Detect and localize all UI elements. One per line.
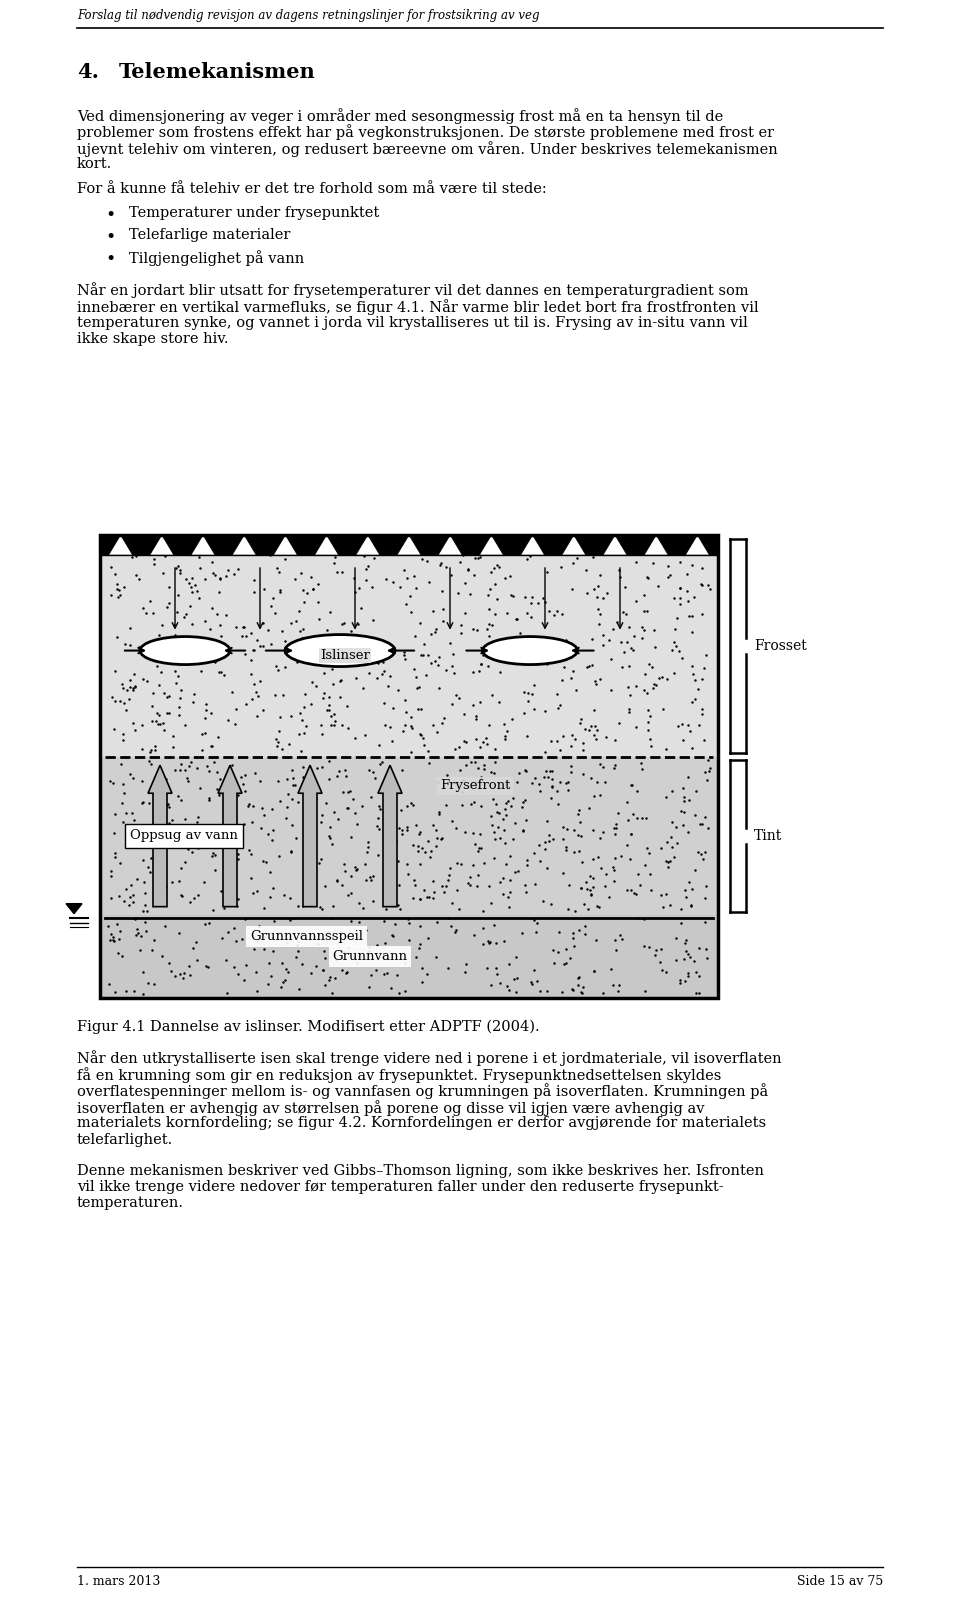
Text: Figur 4.1 Dannelse av islinser. Modifisert etter ADPTF (2004).: Figur 4.1 Dannelse av islinser. Modifise… bbox=[77, 1020, 540, 1034]
Text: Grunnvann: Grunnvann bbox=[332, 951, 407, 963]
Bar bbox=[100, 915, 718, 999]
Text: temperaturen synke, og vannet i jorda vil krystalliseres ut til is. Frysing av i: temperaturen synke, og vannet i jorda vi… bbox=[77, 316, 748, 330]
Polygon shape bbox=[438, 535, 462, 555]
Text: •: • bbox=[105, 250, 115, 268]
Polygon shape bbox=[603, 535, 627, 555]
Text: Når den utkrystalliserte isen skal trenge videre ned i porene i et jordmateriale: Når den utkrystalliserte isen skal treng… bbox=[77, 1050, 781, 1066]
Text: vil ikke trenge videre nedover før temperaturen faller under den reduserte fryse: vil ikke trenge videre nedover før tempe… bbox=[77, 1180, 724, 1194]
Polygon shape bbox=[148, 765, 172, 907]
Text: Frysefront: Frysefront bbox=[440, 779, 511, 792]
Text: isoverflaten er avhengig av størrelsen på porene og disse vil igjen være avhengi: isoverflaten er avhengig av størrelsen p… bbox=[77, 1100, 705, 1116]
Polygon shape bbox=[479, 535, 503, 555]
Text: Frosset: Frosset bbox=[754, 640, 806, 652]
Text: 1. mars 2013: 1. mars 2013 bbox=[77, 1576, 160, 1589]
Bar bbox=[100, 757, 718, 915]
Text: •: • bbox=[105, 207, 115, 223]
Polygon shape bbox=[356, 535, 380, 555]
Text: få en krumning som gir en reduksjon av frysepunktet. Frysepunktnedsettelsen skyl: få en krumning som gir en reduksjon av f… bbox=[77, 1068, 721, 1084]
Text: Når en jordart blir utsatt for frysetemperaturer vil det dannes en temperaturgra: Når en jordart blir utsatt for frysetemp… bbox=[77, 282, 749, 298]
Text: Telemekanismen: Telemekanismen bbox=[119, 63, 316, 82]
Polygon shape bbox=[191, 535, 215, 555]
Polygon shape bbox=[218, 765, 242, 907]
Text: ikke skape store hiv.: ikke skape store hiv. bbox=[77, 332, 228, 346]
Bar bbox=[100, 535, 718, 555]
Polygon shape bbox=[378, 765, 402, 907]
Text: Side 15 av 75: Side 15 av 75 bbox=[797, 1576, 883, 1589]
Text: telefarlighet.: telefarlighet. bbox=[77, 1133, 173, 1148]
Polygon shape bbox=[108, 535, 132, 555]
Text: ujevnt telehiv om vinteren, og redusert bæreevne om våren. Under beskrives telem: ujevnt telehiv om vinteren, og redusert … bbox=[77, 141, 778, 157]
Text: Temperaturer under frysepunktet: Temperaturer under frysepunktet bbox=[129, 207, 379, 221]
Text: problemer som frostens effekt har på vegkonstruksjonen. De største problemene me: problemer som frostens effekt har på veg… bbox=[77, 125, 774, 141]
Polygon shape bbox=[685, 535, 709, 555]
Ellipse shape bbox=[285, 635, 395, 667]
Text: Grunnvannsspeil: Grunnvannsspeil bbox=[250, 930, 363, 943]
Text: Tilgjengelighet på vann: Tilgjengelighet på vann bbox=[129, 250, 304, 266]
Text: materialets kornfordeling; se figur 4.2. Kornfordelingen er derfor avgjørende fo: materialets kornfordeling; se figur 4.2.… bbox=[77, 1117, 766, 1130]
Polygon shape bbox=[232, 535, 256, 555]
Text: temperaturen.: temperaturen. bbox=[77, 1196, 184, 1210]
Bar bbox=[100, 535, 718, 999]
Polygon shape bbox=[397, 535, 421, 555]
Text: Oppsug av vann: Oppsug av vann bbox=[130, 829, 238, 843]
Text: kort.: kort. bbox=[77, 157, 112, 172]
Ellipse shape bbox=[483, 636, 578, 665]
Polygon shape bbox=[66, 904, 82, 914]
Polygon shape bbox=[562, 535, 586, 555]
Text: 4.: 4. bbox=[77, 63, 99, 82]
Text: For å kunne få telehiv er det tre forhold som må være til stede:: For å kunne få telehiv er det tre forhol… bbox=[77, 183, 547, 196]
Text: Ved dimensjonering av veger i områder med sesongmessig frost må en ta hensyn til: Ved dimensjonering av veger i områder me… bbox=[77, 107, 723, 123]
Polygon shape bbox=[298, 765, 322, 907]
Ellipse shape bbox=[140, 636, 230, 665]
Text: Tint: Tint bbox=[754, 829, 782, 843]
Polygon shape bbox=[520, 535, 544, 555]
Text: overflatespenninger mellom is- og vannfasen og krumningen på isoverflaten. Krumn: overflatespenninger mellom is- og vannfa… bbox=[77, 1084, 768, 1100]
Text: Forslag til nødvendig revisjon av dagens retningslinjer for frostsikring av veg: Forslag til nødvendig revisjon av dagens… bbox=[77, 10, 540, 22]
Text: •: • bbox=[105, 229, 115, 245]
Text: innebærer en vertikal varmefluks, se figur 4.1. Når varme blir ledet bort fra fr: innebærer en vertikal varmefluks, se fig… bbox=[77, 300, 758, 314]
Polygon shape bbox=[644, 535, 668, 555]
Polygon shape bbox=[315, 535, 339, 555]
Text: Islinser: Islinser bbox=[320, 649, 370, 662]
Text: Telefarlige materialer: Telefarlige materialer bbox=[129, 229, 290, 242]
Text: Denne mekanismen beskriver ved Gibbs–Thomson ligning, som ikke beskrives her. Is: Denne mekanismen beskriver ved Gibbs–Tho… bbox=[77, 1164, 764, 1178]
Polygon shape bbox=[150, 535, 174, 555]
Polygon shape bbox=[274, 535, 298, 555]
Bar bbox=[100, 535, 718, 757]
